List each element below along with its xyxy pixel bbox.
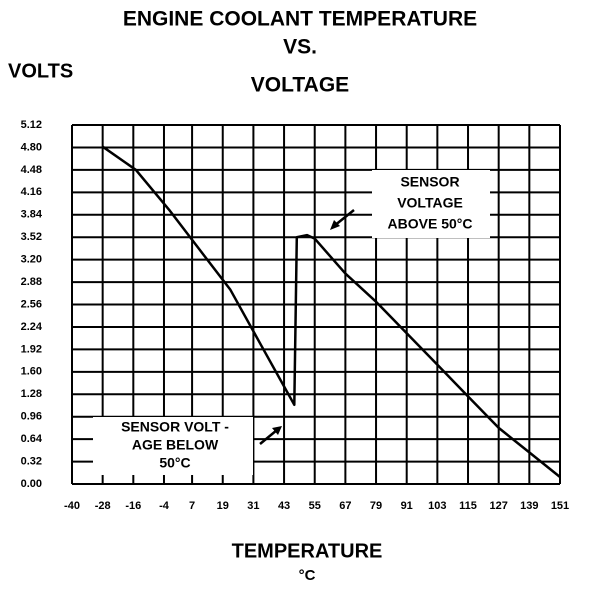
y-tick-label: 3.52 [21,231,42,243]
y-tick-label: 0.32 [21,455,42,467]
x-tick-label: 67 [339,500,351,512]
annotation: ABOVE 50°C [388,216,473,232]
annotation: SENSOR VOLT - [121,419,229,435]
x-tick-label: 43 [278,500,290,512]
y-tick-label: 2.24 [21,321,43,333]
y-tick-label: 1.28 [21,388,42,400]
y-tick-label: 1.60 [21,366,42,378]
x-tick-label: -16 [125,500,141,512]
x-tick-label: 103 [428,500,446,512]
y-tick-label: 3.20 [21,254,42,266]
x-axis-label: TEMPERATURE [232,540,383,562]
x-tick-label: -28 [95,500,111,512]
data-line [101,145,561,478]
annotation: SENSOR [400,174,459,190]
x-tick-label: 55 [309,500,321,512]
y-tick-label: 4.80 [21,141,42,153]
annotation: VOLTAGE [397,195,463,211]
y-tick-label: 0.96 [21,411,42,423]
arrow [259,429,278,445]
annotation-background [372,170,490,238]
x-tick-label: 91 [401,500,413,512]
arrow-head [272,426,282,435]
x-tick-label: 19 [217,500,229,512]
annotation-background [93,417,253,475]
y-tick-label: 2.88 [21,276,42,288]
chart-title: ENGINE COOLANT TEMPERATURE [123,8,477,31]
arrow [333,209,355,227]
arrow-head [330,220,340,230]
annotation: AGE BELOW [132,437,219,453]
annotations: SENSOR VOLTAGE ABOVE 50°C SENSOR VOLT - … [93,170,490,475]
y-tick-label: 1.92 [21,343,42,355]
y-tick-label: 4.16 [21,186,42,198]
y-tick-label: 3.84 [21,209,43,221]
y-tick-label: 4.48 [21,164,42,176]
x-tick-label: 127 [490,500,508,512]
y-tick-label: 2.56 [21,298,42,310]
x-axis-unit: °C [299,567,316,584]
x-tick-label: 31 [247,500,259,512]
chart-title: VS. [283,36,317,59]
x-tick-label: 79 [370,500,382,512]
annotation: 50°C [159,455,190,471]
x-tick-label: 151 [551,500,569,512]
x-tick-label: -40 [64,500,80,512]
x-tick-label: 7 [189,500,195,512]
y-tick-label: 5.12 [21,119,42,131]
x-tick-label: 139 [520,500,538,512]
chart-title: VOLTAGE [251,74,349,97]
y-axis-label: VOLTS [8,60,73,82]
x-tick-label: -4 [159,500,170,512]
y-tick-label: 0.00 [21,478,42,490]
x-tick-label: 115 [459,500,477,512]
y-tick-label: 0.64 [21,433,43,445]
